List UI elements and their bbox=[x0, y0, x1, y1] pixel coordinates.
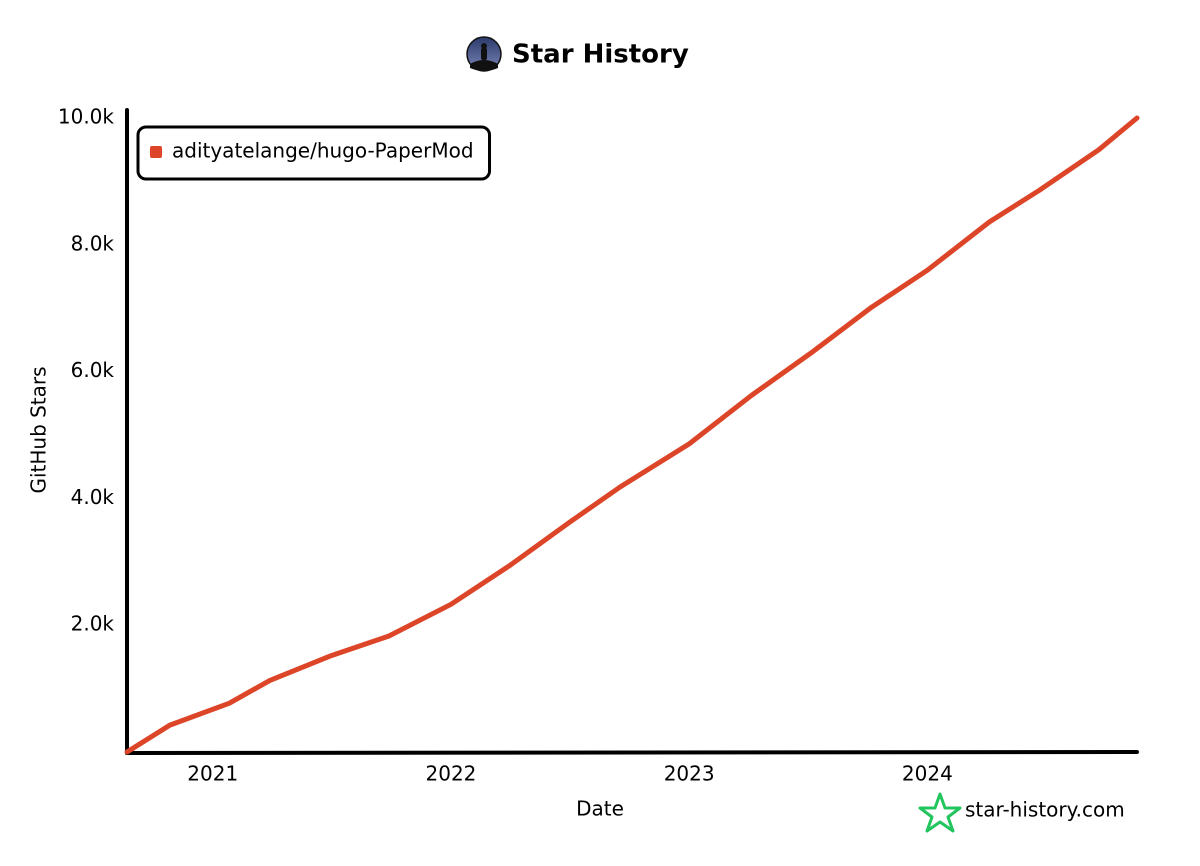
watermark-text: star-history.com bbox=[965, 798, 1125, 822]
legend-label: adityatelange/hugo-PaperMod bbox=[172, 139, 474, 163]
chart-title: Star History bbox=[512, 40, 689, 70]
x-axis-label: Date bbox=[576, 797, 624, 821]
y-tick-label: 4.0k bbox=[71, 485, 115, 509]
y-tick-label: 8.0k bbox=[71, 231, 115, 255]
y-tick-label: 6.0k bbox=[71, 358, 115, 382]
title-logo bbox=[466, 36, 502, 72]
x-tick-label: 2024 bbox=[902, 762, 953, 786]
y-axis-label: GitHub Stars bbox=[27, 366, 51, 493]
y-tick-label: 10.0k bbox=[58, 105, 115, 129]
series-line bbox=[124, 115, 1140, 755]
x-tick-label: 2021 bbox=[187, 762, 238, 786]
x-tick-label: 2022 bbox=[426, 762, 477, 786]
x-axis bbox=[125, 750, 1139, 755]
x-tick-label: 2023 bbox=[664, 762, 715, 786]
legend-swatch bbox=[150, 146, 162, 158]
watermark bbox=[918, 792, 962, 833]
legend-box bbox=[136, 125, 492, 181]
y-tick-label: 2.0k bbox=[71, 612, 115, 636]
